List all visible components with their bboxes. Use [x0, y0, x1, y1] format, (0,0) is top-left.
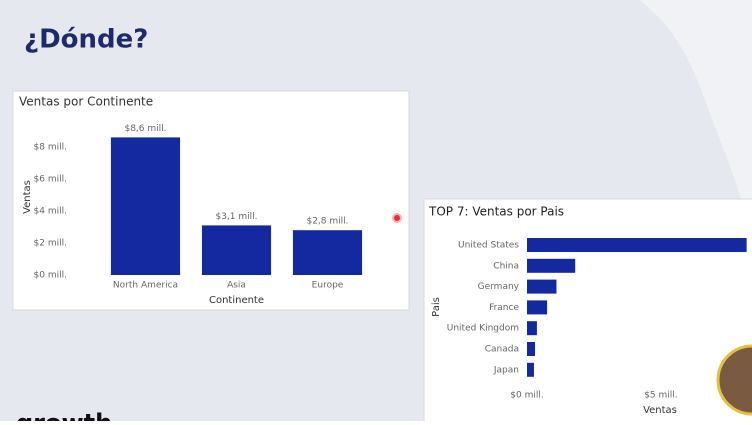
x-axis-title: Continente	[209, 295, 264, 306]
slide-title: ¿Dónde?	[24, 25, 148, 55]
y-tick-label: United States	[458, 241, 519, 251]
bar	[110, 137, 181, 275]
chart-panel	[423, 198, 752, 424]
x-axis-title: Ventas	[643, 405, 677, 416]
bar	[527, 321, 537, 336]
x-tick-label: Europe	[312, 281, 344, 291]
bar	[527, 362, 534, 377]
value-label: $3,1 mill.	[215, 212, 257, 222]
y-tick-label: Germany	[478, 282, 520, 292]
y-tick-label: China	[493, 261, 519, 271]
x-tick-label: North America	[113, 281, 178, 291]
y-tick-label: France	[489, 303, 519, 313]
y-tick-label: Japan	[493, 365, 519, 375]
y-tick-label: $0 mill.	[34, 271, 67, 281]
y-tick-label: Canada	[485, 345, 519, 355]
chart-title: Ventas por Continente	[19, 95, 153, 109]
y-tick-label: $2 mill.	[34, 239, 67, 249]
bar	[527, 238, 747, 252]
bar	[527, 300, 548, 315]
value-label: $8,6 mill.	[124, 124, 166, 134]
y-axis-title: Pais	[431, 297, 442, 317]
bar	[527, 279, 557, 294]
y-tick-label: United Kingdom	[447, 324, 519, 334]
x-tick-label: $5 mill.	[644, 391, 677, 401]
laser-pointer	[392, 213, 402, 223]
bar	[292, 230, 363, 275]
x-tick-label: $0 mill.	[510, 391, 543, 401]
y-tick-label: $6 mill.	[34, 175, 67, 185]
value-label: $2,8 mill.	[306, 217, 348, 227]
chart-title: TOP 7: Ventas por Pais	[428, 205, 564, 219]
webcam-overlay	[716, 344, 752, 416]
y-axis-title: Ventas	[22, 180, 33, 214]
y-tick-label: $8 mill.	[34, 143, 67, 153]
bar	[527, 342, 536, 356]
y-tick-label: $4 mill.	[34, 207, 67, 217]
decor-shape	[640, 0, 752, 260]
bar	[527, 258, 576, 273]
chart-panel	[12, 90, 410, 311]
x-tick-label: Asia	[227, 281, 246, 291]
brand: growth	[16, 409, 112, 421]
bar	[201, 225, 272, 275]
